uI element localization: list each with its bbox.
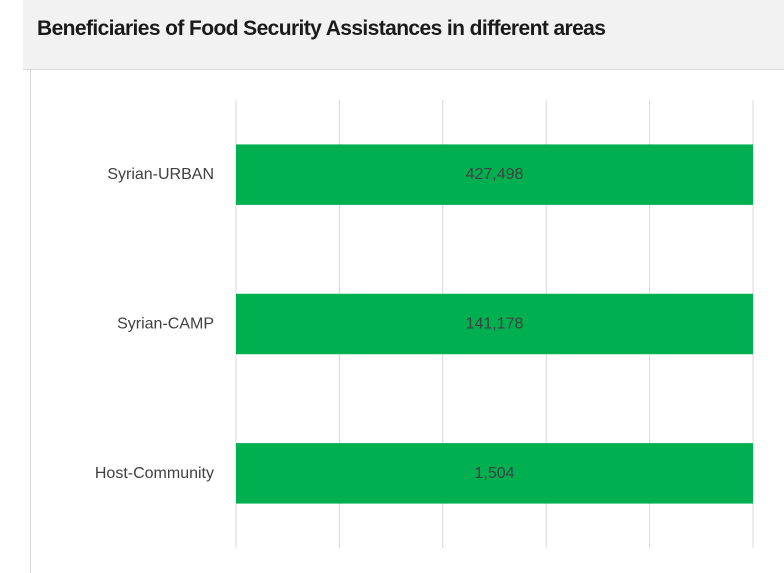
bar [236, 144, 753, 205]
data-label: 427,498 [466, 166, 524, 183]
chart-panel [30, 70, 784, 573]
data-label: 141,178 [466, 316, 524, 333]
chart-title: Beneficiaries of Food Security Assistanc… [37, 17, 606, 40]
data-label: 1,504 [474, 465, 514, 482]
bars: 427,498 141,178 1,504 [236, 144, 753, 504]
category-labels: Syrian-URBAN Syrian-CAMP Host-Community [95, 166, 214, 482]
bar [236, 443, 753, 504]
bar [236, 293, 753, 355]
chart-header: Beneficiaries of Food Security Assistanc… [23, 0, 784, 70]
category-label: Syrian-CAMP [117, 316, 214, 333]
category-label: Host-Community [95, 465, 214, 482]
category-label: Syrian-URBAN [107, 166, 214, 183]
